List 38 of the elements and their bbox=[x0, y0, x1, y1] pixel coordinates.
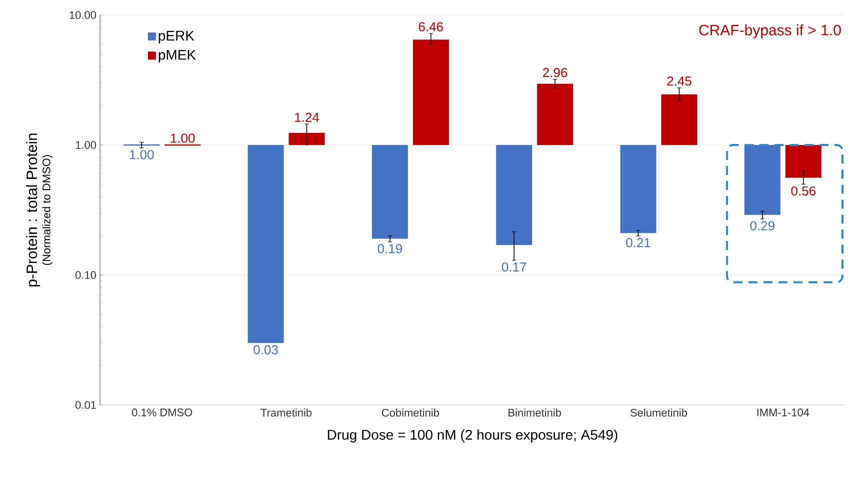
legend-label: pERK bbox=[158, 30, 194, 44]
x-tick-label: Trametinib bbox=[260, 408, 312, 417]
data-label: 0.17 bbox=[502, 262, 526, 272]
x-tick-label: Selumetinib bbox=[630, 408, 687, 417]
data-label: 0.03 bbox=[254, 345, 278, 354]
bar bbox=[620, 144, 656, 234]
data-label: 2.45 bbox=[667, 76, 692, 86]
data-label: 0.56 bbox=[791, 186, 816, 196]
x-tick-label: 0.1% DMSO bbox=[132, 408, 192, 416]
y-tick-label: 1.00 bbox=[76, 141, 96, 149]
bar bbox=[248, 144, 284, 343]
data-label: 0.21 bbox=[626, 238, 650, 248]
bar bbox=[288, 132, 325, 145]
data-label: 6.46 bbox=[418, 22, 443, 32]
bar bbox=[372, 144, 408, 239]
y-tick-label: 0.01 bbox=[75, 401, 96, 409]
data-label: 2.96 bbox=[543, 68, 568, 78]
x-axis-title: Drug Dose = 100 nM (2 hours exposure; A549) bbox=[328, 429, 618, 443]
text: (Normalized to DMSO) bbox=[42, 155, 52, 265]
x-tick-label: Cobimetinib bbox=[382, 408, 439, 417]
data-label: 1.00 bbox=[170, 134, 195, 143]
legend-label: pMEK bbox=[158, 50, 196, 63]
bar bbox=[496, 144, 532, 246]
bar bbox=[744, 144, 780, 215]
annotation: CRAF-bypass if > 1.0 bbox=[699, 24, 841, 38]
data-label: 1.24 bbox=[295, 112, 320, 122]
bar bbox=[537, 84, 574, 145]
bar bbox=[661, 94, 698, 145]
bar bbox=[412, 40, 449, 145]
x-tick-label: Binimetinib bbox=[508, 408, 561, 417]
y-tick-label: 0.10 bbox=[75, 271, 96, 279]
y-axis-title: p-Protein : total Protein bbox=[26, 134, 40, 286]
y-tick-label: 10.00 bbox=[70, 11, 96, 19]
x-tick-label: IMM-1-104 bbox=[757, 408, 810, 416]
data-label: 0.19 bbox=[378, 244, 402, 254]
bar bbox=[785, 144, 822, 178]
data-label: 0.29 bbox=[750, 221, 774, 230]
data-label: 1.00 bbox=[130, 150, 154, 160]
